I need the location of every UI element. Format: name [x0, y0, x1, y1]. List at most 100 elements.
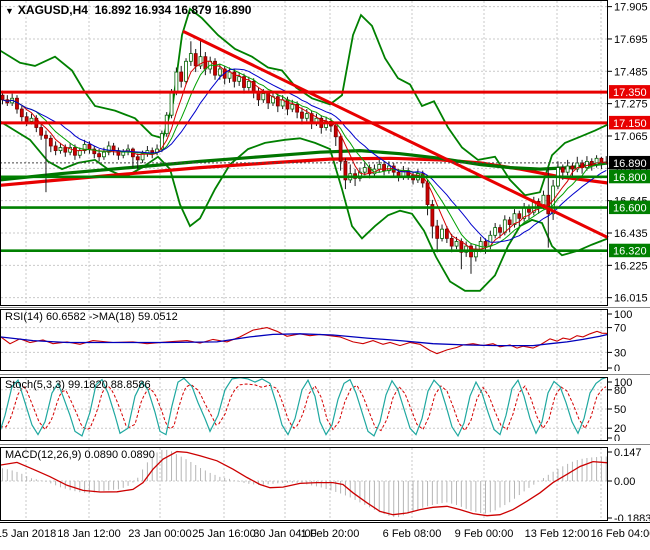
- candle-body: [454, 241, 459, 247]
- scale-tick-label: 20: [614, 423, 626, 435]
- price-badge-label: 16.600: [613, 203, 647, 215]
- candle-body: [498, 227, 502, 233]
- price-badge-label: 16.890: [613, 158, 647, 170]
- candle-body: [440, 228, 444, 239]
- price-badge-17.350: [609, 85, 650, 99]
- panel-separator[interactable]: [0, 307, 650, 308]
- panel-separator: [0, 522, 650, 523]
- price-tick-label: 17.485: [614, 66, 648, 78]
- fast-ma-blue-line: [2, 68, 607, 243]
- price-tick-label: 17.695: [614, 34, 648, 46]
- main-chart-canvas[interactable]: 17.90517.69517.48517.27517.06516.85516.6…: [0, 0, 650, 306]
- price-badge-label: 17.350: [613, 87, 647, 99]
- time-scale[interactable]: 15 Jan 2018 18 Jan 12:00 23 Jan 00:00 25 Ja…: [0, 523, 650, 550]
- candle-body: [198, 56, 203, 67]
- candle-body: [188, 53, 193, 62]
- candle-body: [164, 114, 169, 135]
- candle-body: [285, 99, 290, 110]
- scale-tick-label: 100: [614, 309, 632, 321]
- scale-tick-label: 0.00: [614, 476, 635, 488]
- candle-body: [169, 91, 174, 116]
- price-tick-label: 16.015: [614, 293, 648, 305]
- time-axis-label: 30 Jan 04:00: [253, 528, 317, 540]
- time-axis-label: 9 Feb 00:00: [454, 528, 514, 540]
- candle-body: [295, 104, 300, 113]
- candle-body: [493, 227, 498, 236]
- candle-body: [358, 171, 362, 179]
- price-badge-16.600: [609, 200, 650, 215]
- candle-body: [517, 213, 522, 219]
- candle-body: [82, 144, 87, 152]
- candle-body: [217, 68, 222, 76]
- panel-frame: [0, 309, 608, 371]
- candle-body: [338, 136, 343, 162]
- candle-body: [430, 204, 435, 227]
- candle-body: [29, 117, 34, 122]
- price-badge-16.800: [609, 169, 650, 184]
- symbol-period-label: XAGUSD,H4: [17, 3, 88, 17]
- candle-body: [73, 147, 77, 156]
- candle-body: [174, 71, 179, 93]
- candle-body: [324, 120, 329, 128]
- time-axis-label: 15 Jan 2018: [0, 528, 57, 540]
- scale-tick-label: 0: [614, 363, 620, 371]
- candle-body: [382, 164, 386, 172]
- candle-body: [377, 164, 382, 170]
- time-axis-label: 13 Feb 12:00: [524, 528, 590, 540]
- candle-body: [203, 56, 208, 70]
- candle-body: [232, 71, 237, 82]
- scale-tick-label: 30: [614, 347, 626, 359]
- candle-body: [483, 241, 488, 247]
- candle-body: [150, 150, 155, 153]
- time-axis-label: 23 Jan 00:00: [128, 528, 192, 540]
- fast-ma-green-line: [2, 63, 607, 248]
- slow-ma-green-line: [0, 148, 609, 182]
- candle-body: [449, 237, 454, 247]
- descending-trendline[interactable]: [182, 29, 609, 239]
- candle-body: [159, 133, 164, 150]
- candle-body: [58, 147, 63, 152]
- candle-body: [237, 76, 242, 82]
- panel-separator[interactable]: [0, 444, 650, 445]
- panel-separator[interactable]: [0, 374, 650, 375]
- candle-body: [39, 127, 44, 136]
- candle-body: [570, 165, 575, 170]
- candle-body: [0, 94, 5, 101]
- rsi-panel-canvas[interactable]: 100 70 30 0: [0, 309, 650, 371]
- price-badge-16.890: [609, 155, 650, 170]
- slow-ma-red-line: [0, 156, 609, 187]
- price-badge-label: 17.150: [613, 118, 647, 130]
- candle-body: [184, 60, 188, 82]
- rsi-ma-line: [0, 333, 609, 347]
- candle-body: [242, 76, 246, 88]
- scale-tick-label: 0: [614, 433, 620, 441]
- time-axis-label: 1 Feb 20:00: [300, 528, 360, 540]
- candle-body: [213, 60, 217, 76]
- price-tick-label: 16.225: [614, 260, 648, 272]
- ohlc-toggle-icon[interactable]: ▼: [5, 6, 14, 16]
- price-badge-label: 16.800: [613, 172, 647, 184]
- panel-frame: [0, 447, 608, 521]
- candle-body: [362, 167, 367, 173]
- candle-body: [246, 80, 251, 88]
- candle-body: [560, 167, 565, 173]
- scale-tick-label: -0.1883: [614, 513, 650, 521]
- candle-body: [565, 165, 570, 173]
- price-tick-label: 16.435: [614, 228, 648, 240]
- macd-signal-line: [0, 450, 609, 517]
- candle-body: [92, 148, 97, 155]
- macd-panel-canvas[interactable]: 0.147 0.00 -0.1883: [0, 447, 650, 521]
- candle-body: [300, 111, 304, 119]
- candle-body: [290, 104, 295, 110]
- candle-body: [435, 225, 440, 239]
- ohlc-values: 16.892 16.934 16.879 16.890: [94, 3, 252, 17]
- candle-body: [502, 219, 507, 233]
- time-axis-label: 18 Jan 12:00: [57, 528, 121, 540]
- candle-body: [121, 151, 126, 156]
- candle-body: [19, 108, 24, 118]
- time-axis-label: 6 Feb 08:00: [382, 528, 442, 540]
- candle-body: [87, 144, 92, 150]
- candle-body: [464, 245, 469, 253]
- scale-tick-label: 100: [614, 377, 632, 389]
